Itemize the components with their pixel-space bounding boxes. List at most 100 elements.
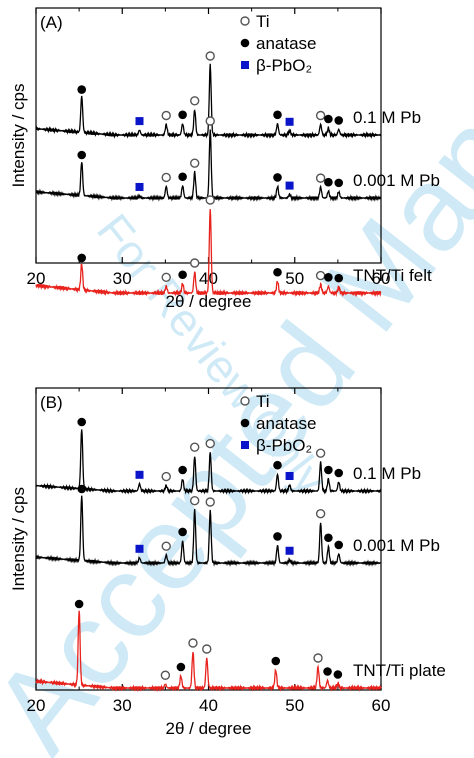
x-tick-label: 60 bbox=[372, 269, 391, 288]
peak-marker bbox=[271, 656, 281, 666]
peak-marker bbox=[324, 533, 333, 543]
peak-marker bbox=[160, 670, 171, 680]
peak-marker bbox=[315, 448, 326, 458]
peak-marker bbox=[334, 540, 344, 550]
series-label: 0.001 M Pb bbox=[353, 171, 440, 190]
diffractogram-line bbox=[35, 63, 382, 139]
diffractogram-line bbox=[35, 495, 382, 567]
x-tick-label: 30 bbox=[113, 269, 132, 288]
series-label: 0.1 M Pb bbox=[353, 108, 421, 127]
legend-marker bbox=[241, 441, 249, 449]
peak-marker bbox=[324, 465, 333, 475]
peak-marker bbox=[178, 172, 187, 182]
peak-marker bbox=[285, 181, 294, 190]
x-tick-label: 50 bbox=[285, 696, 304, 715]
peak-marker bbox=[77, 417, 87, 427]
peak-marker bbox=[273, 460, 282, 470]
legend-marker bbox=[240, 38, 250, 48]
diffractogram-line bbox=[35, 429, 382, 495]
peak-marker bbox=[273, 532, 282, 541]
series: 0.1 M Pb bbox=[35, 51, 421, 139]
peak-marker bbox=[135, 544, 144, 553]
peak-marker bbox=[334, 273, 344, 283]
peak-marker bbox=[189, 96, 200, 106]
peak-marker bbox=[324, 272, 333, 282]
peak-marker bbox=[315, 110, 326, 121]
peak-marker bbox=[77, 253, 87, 263]
peak-marker bbox=[333, 670, 343, 679]
plot-frame bbox=[35, 7, 382, 264]
peak-marker bbox=[188, 638, 198, 648]
peak-marker bbox=[178, 465, 187, 475]
legend-label: β-PbO₂ bbox=[256, 56, 312, 75]
legend-label: Ti bbox=[256, 392, 270, 411]
y-axis-label: Intensity / cps bbox=[9, 487, 28, 591]
peak-marker bbox=[205, 497, 215, 507]
legend-label: anatase bbox=[256, 34, 317, 53]
x-tick-label: 50 bbox=[285, 269, 304, 288]
peak-marker bbox=[135, 470, 144, 479]
peak-marker bbox=[178, 527, 187, 537]
panel-label: (A) bbox=[40, 13, 63, 32]
series: 0.001 M Pb bbox=[35, 116, 440, 202]
x-tick-label: 40 bbox=[199, 696, 218, 715]
x-tick-label: 30 bbox=[113, 696, 132, 715]
series-label: 0.001 M Pb bbox=[353, 536, 440, 555]
series: 0.001 M Pb bbox=[35, 484, 440, 567]
x-tick-label: 20 bbox=[27, 269, 46, 288]
diffractogram-line bbox=[35, 610, 382, 693]
peak-marker bbox=[135, 117, 144, 126]
peak-marker bbox=[315, 270, 326, 281]
y-axis-label: Intensity / cps bbox=[9, 84, 28, 188]
series-label: TNT/Ti plate bbox=[353, 661, 446, 680]
x-axis-label: 2θ / degree bbox=[165, 719, 251, 738]
peak-marker bbox=[334, 116, 344, 125]
peak-marker bbox=[189, 258, 200, 268]
legend-marker bbox=[240, 16, 250, 26]
series: 0.1 M Pb bbox=[35, 417, 421, 495]
legend-marker bbox=[241, 61, 249, 69]
peak-marker bbox=[161, 172, 171, 183]
legend: Ti anatase β-PbO₂ bbox=[240, 12, 317, 75]
peak-marker bbox=[205, 116, 215, 126]
series: TNT/Ti felt bbox=[35, 195, 432, 298]
peak-marker bbox=[323, 667, 332, 676]
peak-marker bbox=[74, 599, 84, 609]
peak-marker bbox=[324, 114, 333, 124]
legend-marker bbox=[240, 396, 250, 406]
legend: Ti anatase β-PbO₂ bbox=[240, 392, 317, 455]
series-label: TNT/Ti felt bbox=[353, 266, 432, 285]
peak-marker bbox=[334, 468, 344, 478]
diffractogram-line bbox=[35, 209, 382, 298]
panel-b: 20 30 40 50 60 2θ / degree Intensity / cps (B) T… bbox=[9, 387, 446, 738]
peak-marker bbox=[202, 644, 212, 654]
peak-marker bbox=[285, 472, 294, 480]
legend-marker bbox=[240, 418, 250, 428]
x-axis-label: 2θ / degree bbox=[165, 292, 251, 311]
peak-marker bbox=[273, 267, 282, 277]
peak-marker bbox=[315, 509, 326, 519]
peak-marker bbox=[189, 158, 200, 168]
peak-marker bbox=[313, 653, 323, 663]
peak-marker bbox=[77, 150, 87, 160]
peak-marker bbox=[178, 270, 187, 280]
peak-marker bbox=[334, 178, 344, 188]
peak-marker bbox=[285, 117, 294, 126]
peak-marker bbox=[205, 195, 215, 205]
diffractogram-line bbox=[35, 129, 382, 202]
peak-marker bbox=[189, 496, 200, 506]
peak-marker bbox=[77, 484, 87, 494]
x-tick-label: 60 bbox=[372, 696, 391, 715]
peak-marker bbox=[273, 110, 282, 120]
legend-label: β-PbO₂ bbox=[256, 436, 312, 455]
peak-marker bbox=[161, 541, 171, 551]
peak-marker bbox=[161, 110, 171, 121]
peak-marker bbox=[285, 546, 294, 555]
peak-marker bbox=[77, 85, 87, 94]
x-tick-label: 20 bbox=[27, 696, 46, 715]
peak-marker bbox=[205, 438, 215, 449]
series-label: 0.1 M Pb bbox=[353, 464, 421, 483]
peak-marker bbox=[178, 110, 187, 120]
